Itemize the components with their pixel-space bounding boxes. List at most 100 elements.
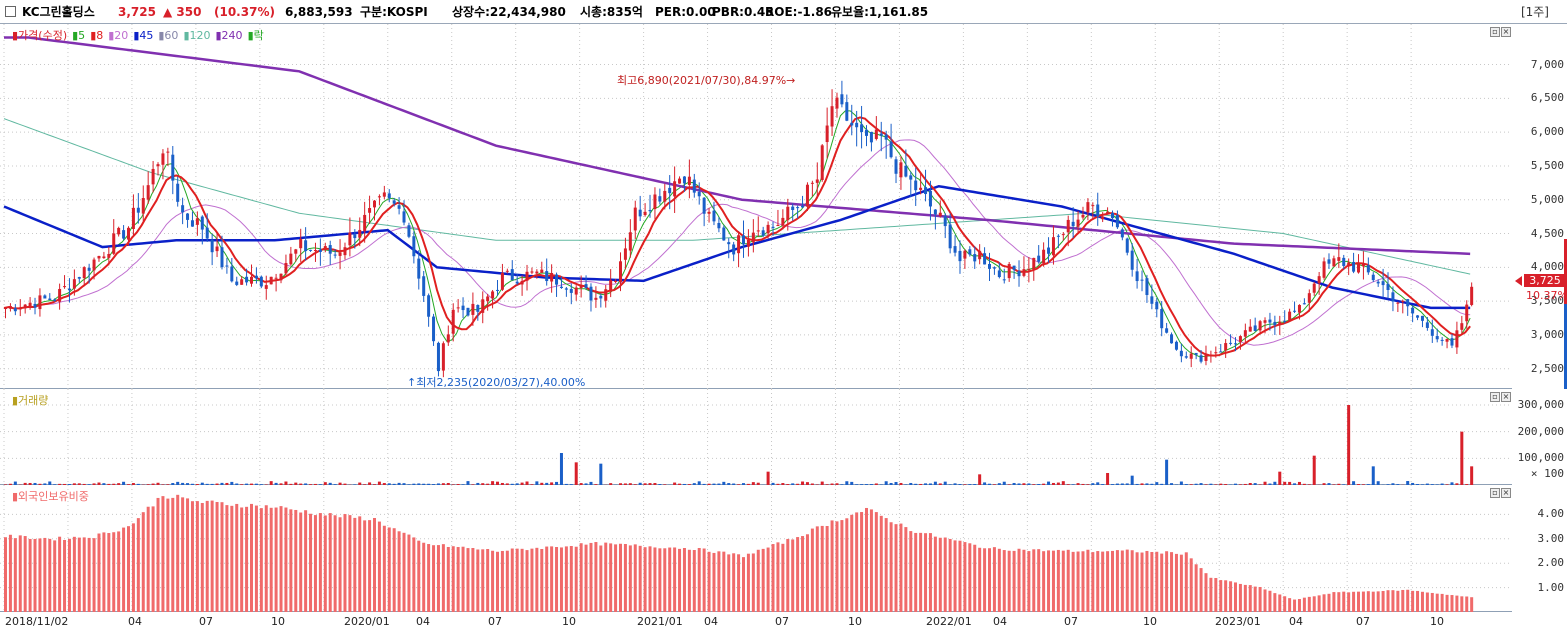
select-checkbox[interactable]: [5, 6, 16, 17]
foreign-bar: [1307, 596, 1311, 612]
volume-value: 6,883,593: [285, 5, 353, 19]
foreign-bar: [751, 553, 755, 612]
foreign-bar: [550, 546, 554, 612]
candle-body: [1214, 352, 1218, 354]
panel-close-icon[interactable]: ×: [1501, 488, 1511, 498]
foreign-bar: [682, 548, 686, 612]
candle-body: [466, 307, 470, 316]
legend-item-5[interactable]: ▮60: [158, 29, 179, 42]
foreign-bar: [840, 520, 844, 612]
foreign-tick: 4.00: [1537, 507, 1565, 521]
volume-bar: [1342, 484, 1346, 485]
market-type: 구분:KOSPI: [360, 5, 428, 19]
candle-body: [500, 272, 504, 290]
foreign-bar: [732, 553, 736, 612]
foreign-bar: [727, 554, 731, 612]
volume-bar: [628, 483, 632, 485]
volume-bar: [1371, 466, 1375, 485]
volume-bar: [751, 482, 755, 485]
volume-bar: [992, 484, 996, 485]
volume-bar: [1140, 483, 1144, 485]
candle-body: [988, 263, 991, 269]
legend-item-4[interactable]: ▮45: [133, 29, 154, 42]
volume-bar: [643, 483, 647, 485]
volume-bar: [850, 481, 854, 485]
candle-body: [746, 239, 750, 247]
last-price-tag: 3,725: [1524, 274, 1566, 287]
panel-minimize-icon[interactable]: ▫: [1490, 488, 1500, 498]
legend-item-7[interactable]: ▮240: [215, 29, 243, 42]
foreign-bar: [1165, 551, 1169, 612]
foreign-bar: [1042, 551, 1046, 612]
foreign-bar: [23, 536, 27, 612]
foreign-bar: [181, 497, 185, 612]
legend-item-0[interactable]: ▮가격(수정): [12, 29, 68, 42]
price-tick: 4,500: [1530, 226, 1564, 240]
volume-bar: [786, 484, 790, 485]
candle-body: [397, 205, 401, 209]
foreign-bar: [1243, 584, 1247, 612]
foreign-bar: [559, 547, 563, 612]
candle-body: [884, 134, 888, 140]
volume-bar: [195, 484, 199, 485]
foreign-bar: [1145, 550, 1149, 612]
foreign-bar: [1199, 568, 1203, 612]
candle-body: [131, 207, 135, 229]
foreign-bar: [1027, 551, 1031, 612]
foreign-bar: [1012, 550, 1016, 612]
candle-body: [1391, 292, 1395, 302]
legend-item-6[interactable]: ▮120: [183, 29, 211, 42]
candle-body: [732, 244, 736, 255]
volume-bar: [456, 483, 460, 485]
volume-bar: [23, 482, 27, 485]
volume-bar: [791, 483, 795, 485]
foreign-bar: [1416, 590, 1420, 612]
foreign-bar: [510, 548, 514, 612]
legend-item-2[interactable]: ▮8: [90, 29, 104, 42]
volume-bar: [1288, 481, 1292, 485]
legend-item-3[interactable]: ▮20: [108, 29, 129, 42]
candle-body: [13, 308, 17, 312]
foreign-bar: [225, 505, 229, 612]
candle-body: [678, 178, 682, 184]
foreign-bar: [1120, 550, 1124, 612]
candle-body: [171, 154, 175, 181]
candle-body: [1125, 238, 1129, 253]
candle-body: [879, 133, 883, 136]
candle-body: [387, 193, 391, 199]
candle-body: [579, 285, 583, 288]
candle-body: [1091, 205, 1095, 207]
volume-bar: [928, 483, 932, 485]
panel-close-icon[interactable]: ×: [1501, 27, 1511, 37]
foreign-bar: [801, 536, 805, 612]
date-tick: 04: [1289, 615, 1303, 628]
candle-body: [894, 159, 898, 174]
foreign-bar: [1160, 553, 1164, 612]
volume-bar: [865, 484, 868, 485]
candle-body: [348, 232, 352, 246]
legend-item-1[interactable]: ▮5: [72, 29, 86, 42]
panel-minimize-icon[interactable]: ▫: [1490, 27, 1500, 37]
foreign-bar: [1302, 597, 1306, 612]
volume-bar: [1209, 483, 1213, 485]
candle-body: [1406, 299, 1410, 307]
foreign-bar: [1381, 591, 1385, 612]
period-selector[interactable]: [1주]: [1520, 5, 1549, 19]
volume-bar: [938, 483, 942, 485]
candle-body: [1170, 334, 1174, 344]
candle-body: [496, 289, 499, 291]
legend-item-8[interactable]: ▮락: [247, 29, 264, 42]
date-tick: 10: [271, 615, 285, 628]
volume-bar: [1283, 481, 1287, 485]
panel-close-icon[interactable]: ×: [1501, 392, 1511, 402]
volume-bar: [943, 481, 947, 485]
candle-body: [1302, 303, 1306, 305]
foreign-bar: [835, 521, 839, 612]
stock-name[interactable]: KC그린홀딩스: [22, 5, 95, 19]
candle-body: [673, 181, 677, 197]
candle-body: [476, 305, 480, 312]
panel-minimize-icon[interactable]: ▫: [1490, 392, 1500, 402]
date-tick: 2020/01: [344, 615, 390, 628]
foreign-bar: [678, 548, 682, 612]
candle-body: [550, 273, 554, 282]
